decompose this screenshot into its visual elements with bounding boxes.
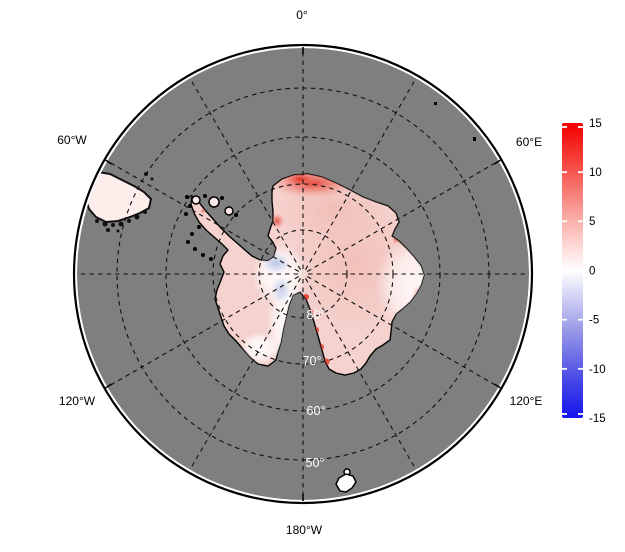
colorbar-tick-m10: -10 [589,364,606,376]
island-speck [473,137,476,141]
island-dot [188,204,192,208]
longitude-label-120e: 120°E [510,394,543,408]
island-dot [102,221,108,227]
graticule [79,50,527,498]
latitude-label-50: 50° [306,456,325,470]
tick-120e [494,383,501,389]
colorbar-tick-labels: 15 10 5 0 -5 -10 -15 [589,118,606,425]
colorbar-tick-15: 15 [589,118,602,130]
meridian-30e [305,79,416,270]
anomaly-red-spot-weddell [269,213,285,229]
island-dot [111,223,115,227]
islet [208,196,220,208]
meridian-120w [108,276,299,387]
anomaly-red-peninsula-tip [200,208,206,214]
latitude-label-80: 80° [307,308,326,322]
latitude-circle-80 [258,229,348,319]
colorbar: 15 10 5 0 -5 -10 -15 [562,118,606,425]
island-dot [193,247,197,251]
island-dot [201,253,205,257]
island-dot [185,195,189,199]
island-dot [143,210,147,214]
longitude-label-60e: 60°E [516,135,542,149]
islet [224,206,234,216]
island-dot [184,212,188,216]
island-dot [209,257,213,261]
antarctica-continent [190,173,425,376]
tick-60e [494,159,501,165]
colorbar-tick-10: 10 [589,167,602,179]
island-dot [197,225,201,229]
island-dot [220,196,224,200]
south-america-tip [83,170,154,233]
island-speck [434,102,437,105]
peninsula-islands [184,194,238,261]
island-dot [127,219,131,223]
tick-120w [105,383,112,389]
anomaly-white-east-coast [375,237,424,333]
colorbar-gradient [562,123,583,418]
colorbar-tick-5: 5 [589,216,595,228]
island-dot [134,214,140,220]
island-dot [203,194,207,198]
meridian-150w [190,278,301,469]
meridian-30w [190,79,301,270]
colorbar-tick-notches [562,126,583,415]
anomaly-blue-patch-2 [271,276,291,304]
latitude-label-60: 60° [307,404,326,418]
colorbar-tick-m5: -5 [589,315,599,327]
longitude-labels: 0° 60°E 120°E 180°W 120°W 60°W [57,8,542,537]
island-dot [116,229,120,233]
bottom-island [335,468,357,493]
tick-60w [105,159,112,165]
meridian-150e [305,278,416,469]
island-dot [106,228,110,232]
island-dot [234,213,238,217]
island-dot [150,177,154,181]
colorbar-tick-m15: -15 [589,413,606,425]
meridian-120e [307,276,498,387]
islet [335,473,357,493]
island-dot [190,232,194,236]
map-boundary-circle [72,43,534,505]
latitude-label-70: 70° [303,354,322,368]
meridian-60e [307,161,498,272]
boundary-ticks [105,47,501,501]
longitude-label-0: 0° [296,8,308,22]
anomaly-field [191,174,424,366]
longitude-label-120w: 120°W [59,394,96,408]
island-dot [118,221,124,227]
longitude-label-60w: 60°W [57,133,87,147]
island-dot [95,219,99,223]
colorbar-tick-0: 0 [589,266,595,278]
islet [191,195,201,205]
island-dot [186,240,190,244]
longitude-label-180: 180°W [286,523,323,537]
meridian-60w [108,161,299,272]
latitude-labels: 80° 70° 60° 50° [303,308,326,470]
